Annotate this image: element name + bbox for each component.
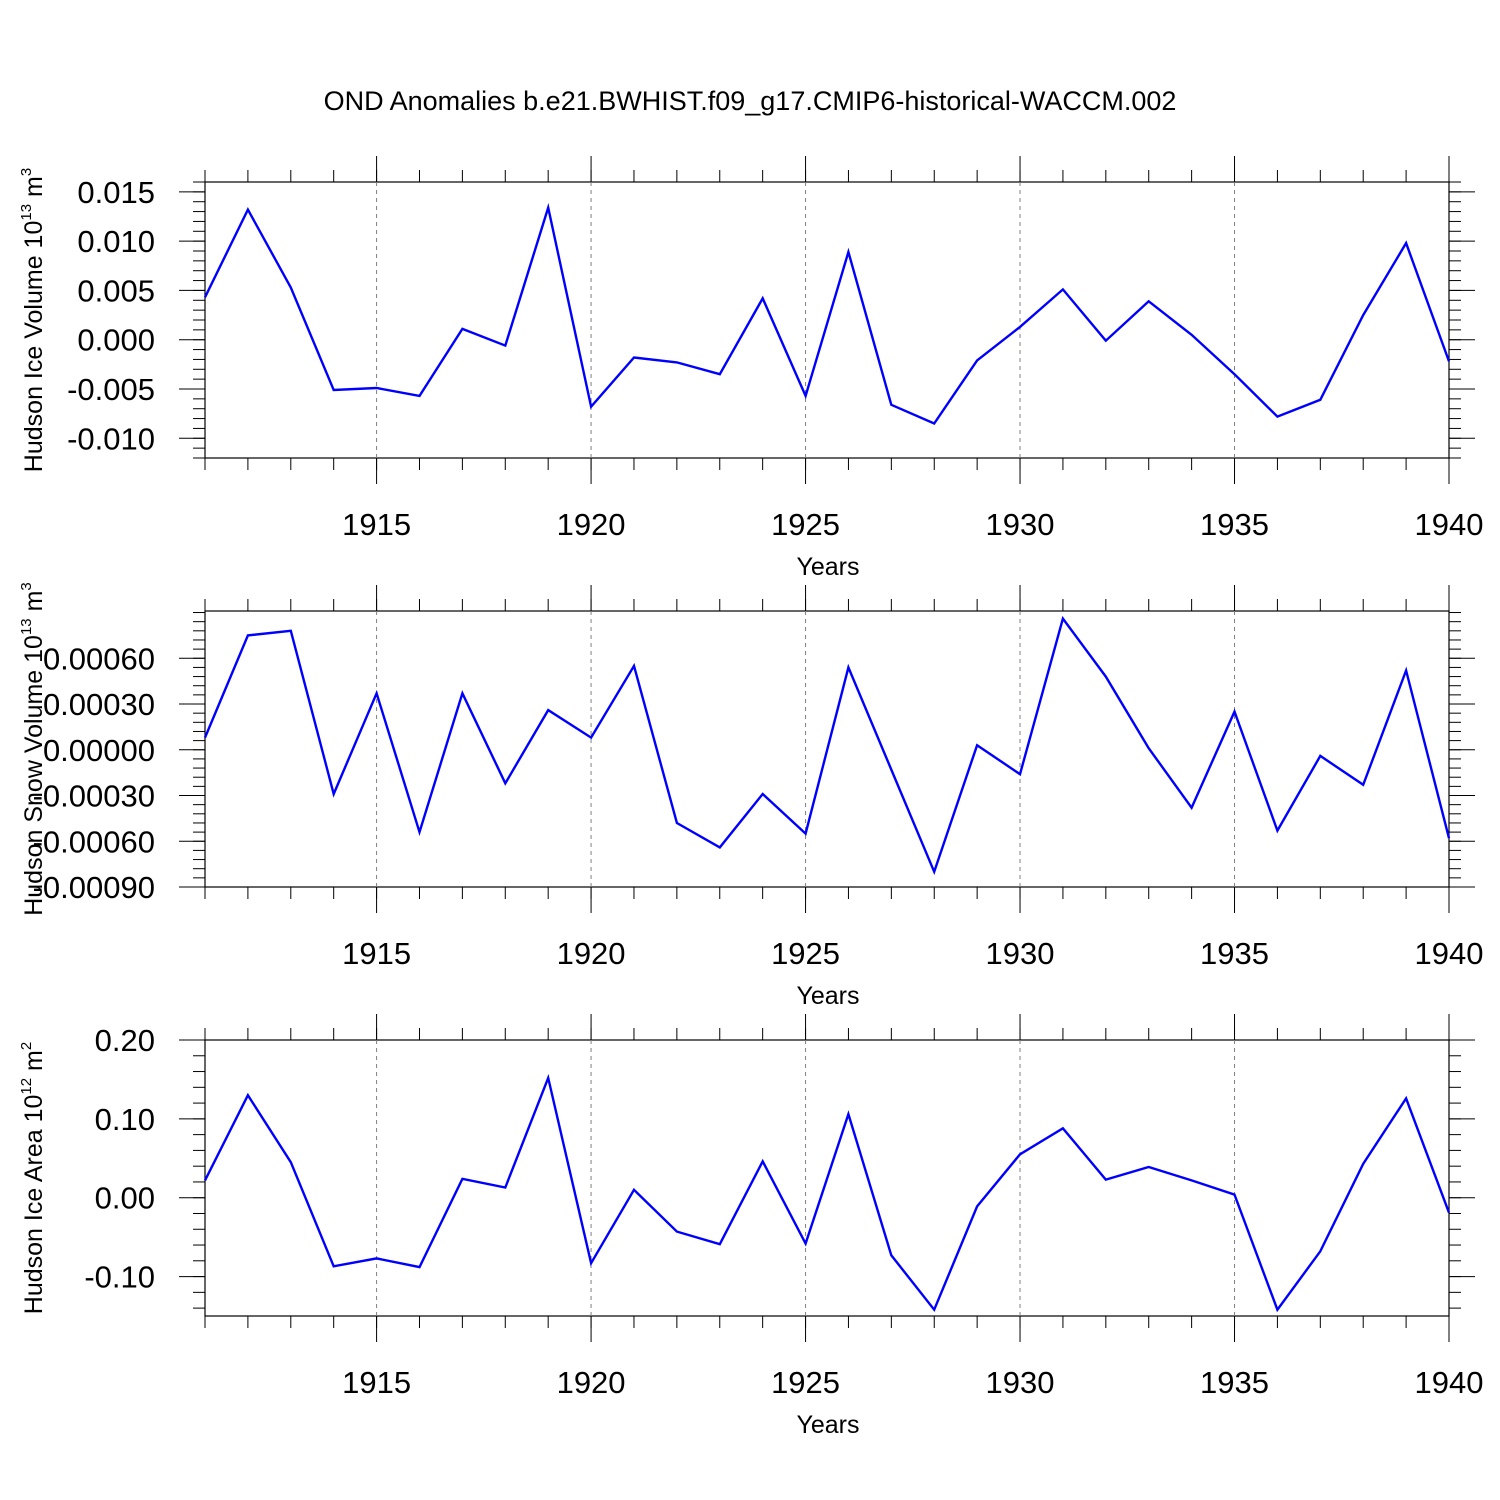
y-tick-label: -0.00060 (33, 824, 155, 859)
y-tick-label: 0.10 (95, 1102, 155, 1137)
y-tick-label: 0.00030 (43, 687, 155, 722)
panels-container: 1915 1920 1925 1930 1935 1940 0.015 0.010 0.005 0… (18, 156, 1483, 1439)
figure-title: OND Anomalies b.e21.BWHIST.f09_g17.CMIP6… (324, 86, 1177, 116)
series-line (203, 615, 1451, 876)
y-tick-label: -0.010 (67, 421, 155, 456)
panel-2: 1915 1920 1925 1930 1935 1940 0.00060 0.00030 0.… (18, 582, 1483, 1010)
y-axis-label: Hudson Snow Volume 1013 m3 (18, 582, 48, 916)
y-tick-label: 0.00 (95, 1181, 155, 1216)
series-line (203, 1073, 1451, 1313)
x-tick-label: 1920 (557, 1365, 626, 1400)
x-tick-label: 1935 (1200, 507, 1269, 542)
y-tick-label: 0.00060 (43, 641, 155, 676)
plot-frame (204, 610, 1450, 888)
x-tick-label: 1930 (986, 507, 1055, 542)
x-tick-label: 1935 (1200, 1365, 1269, 1400)
x-tick-label: 1940 (1415, 936, 1484, 971)
x-tick-label: 1920 (557, 507, 626, 542)
x-tick-label: 1940 (1415, 507, 1484, 542)
x-tick-label: 1925 (771, 507, 840, 542)
x-tick-label: 1930 (986, 936, 1055, 971)
x-axis-label: Years (796, 1411, 859, 1439)
x-tick-label: 1925 (771, 936, 840, 971)
x-tick-label: 1935 (1200, 936, 1269, 971)
y-axis-label: Hudson Ice Area 1012 m2 (18, 1042, 48, 1314)
y-tick-label: -0.005 (67, 372, 155, 407)
y-tick-label: 0.000 (77, 323, 155, 358)
x-tick-label: 1915 (342, 507, 411, 542)
x-tick-label: 1915 (342, 1365, 411, 1400)
x-axis-label: Years (796, 982, 859, 1010)
x-tick-label: 1925 (771, 1365, 840, 1400)
series-line (203, 202, 1451, 425)
x-tick-label: 1915 (342, 936, 411, 971)
panel-1: 1915 1920 1925 1930 1935 1940 0.015 0.010 0.005 0… (18, 156, 1483, 581)
x-tick-label: 1930 (986, 1365, 1055, 1400)
y-tick-label: 0.005 (77, 273, 155, 308)
y-tick-label: -0.00030 (33, 779, 155, 814)
x-axis-label: Years (796, 553, 859, 581)
y-tick-label: -0.00090 (33, 870, 155, 905)
y-tick-label: -0.10 (84, 1260, 155, 1295)
y-axis-label: Hudson Ice Volume 1013 m3 (18, 168, 48, 472)
y-tick-label: 0.00000 (43, 733, 155, 768)
y-tick-label: 0.010 (77, 224, 155, 259)
y-tick-label: 0.20 (95, 1023, 155, 1058)
x-tick-label: 1920 (557, 936, 626, 971)
y-tick-label: 0.015 (77, 175, 155, 210)
panel-3: 1915 1920 1925 1930 1935 1940 0.20 0.10 0.00 -0.1… (18, 1014, 1483, 1439)
x-tick-label: 1940 (1415, 1365, 1484, 1400)
